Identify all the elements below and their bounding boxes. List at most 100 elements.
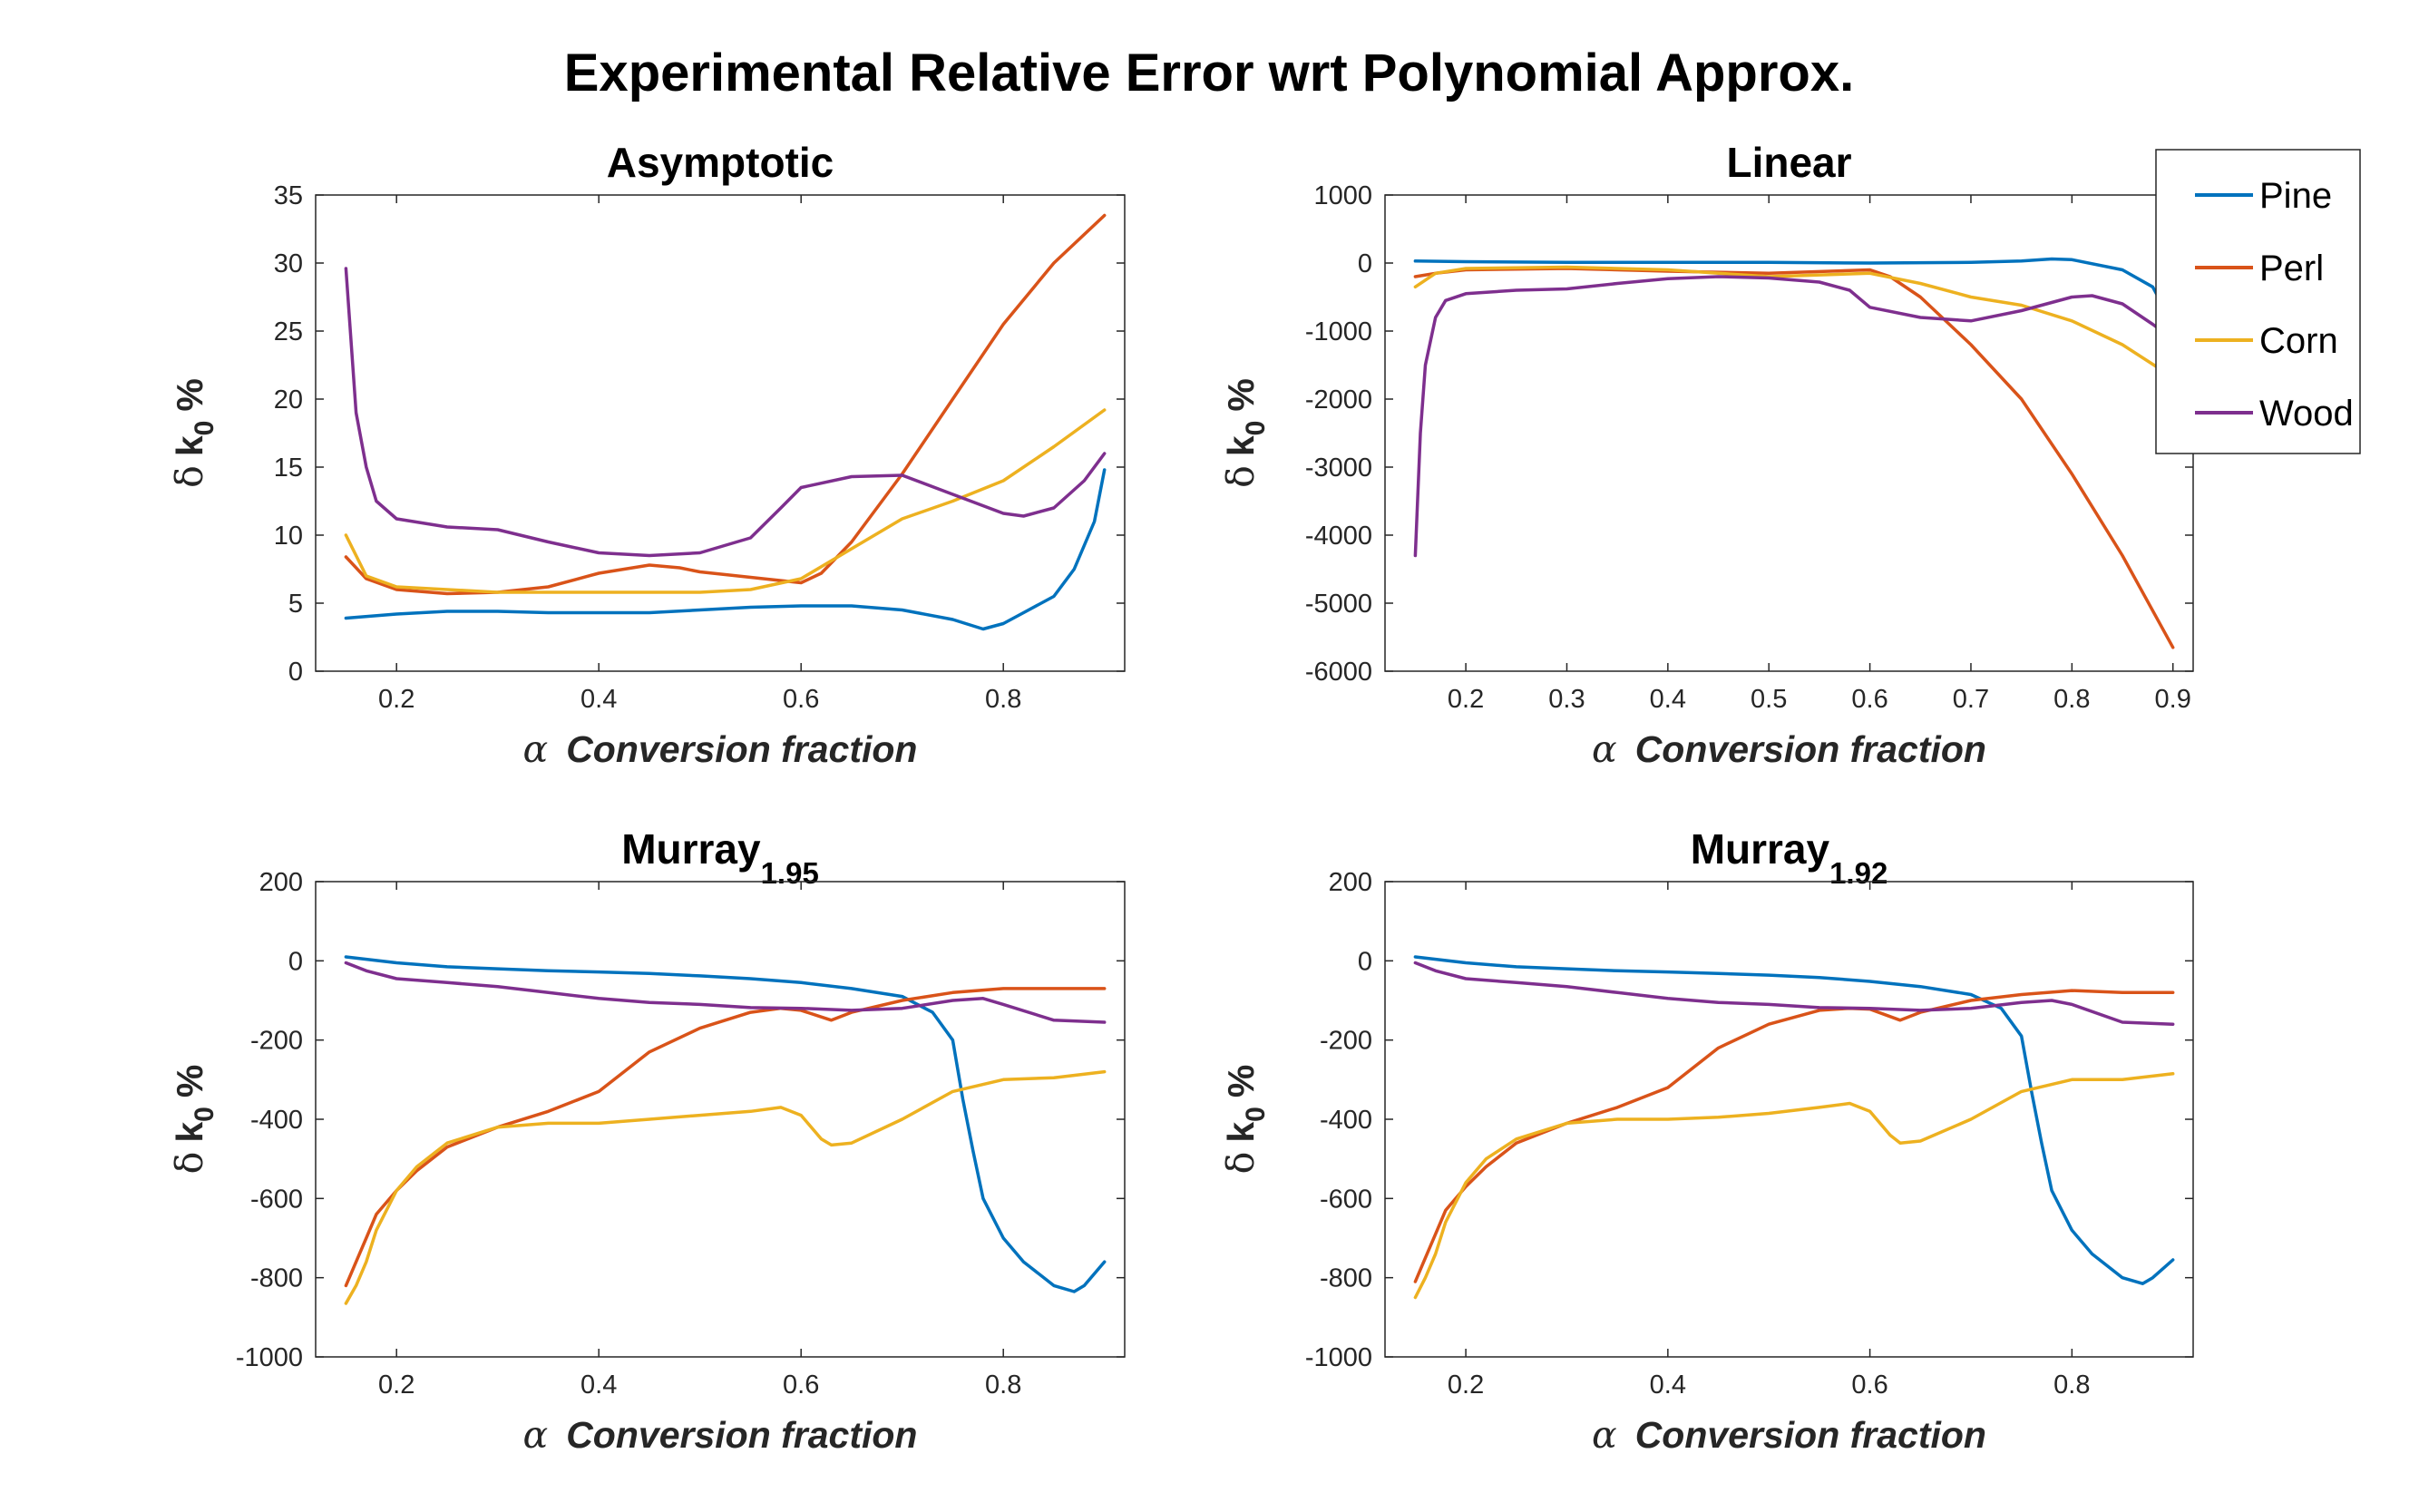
y-tick-label: 0 <box>288 658 303 687</box>
figure-suptitle: Experimental Relative Error wrt Polynomi… <box>564 44 1854 102</box>
x-axis-text: Conversion fraction <box>1635 1414 1986 1456</box>
y-tick-label: 35 <box>274 181 303 210</box>
x-axis-symbol: α <box>1592 727 1617 771</box>
series-line-pine <box>344 468 1107 631</box>
x-tick-label: 0.4 <box>1650 685 1686 714</box>
x-tick-label: 0.6 <box>1851 685 1887 714</box>
series-line-perl <box>1413 267 2175 649</box>
x-tick-label: 0.6 <box>1851 1371 1887 1400</box>
series-line-corn <box>344 408 1107 594</box>
y-axis-symbol: δ <box>168 465 211 488</box>
series-line-pine <box>1413 257 2175 327</box>
panel-3: Murray1.95 0.2 0.4 0.6 0.8 -1000 -800 -600 -400 -… <box>168 825 1126 1457</box>
x-axis-symbol: α <box>1592 1413 1617 1457</box>
x-axis-text: Conversion fraction <box>566 1414 917 1456</box>
y-tick-label: -800 <box>1320 1264 1372 1293</box>
y-tick-label: 25 <box>274 317 303 346</box>
y-tick-label: 20 <box>274 385 303 415</box>
axes-box <box>1384 881 2194 1358</box>
x-tick-label: 0.8 <box>985 1371 1021 1400</box>
y-tick-label: -1000 <box>1305 317 1372 346</box>
series-line-corn <box>1413 1072 2175 1300</box>
x-axis-text: Conversion fraction <box>1635 728 1986 770</box>
series-line-corn <box>1413 265 2175 379</box>
legend-label-pine: Pine <box>2259 176 2332 216</box>
panel-4: Murray1.92 0.2 0.4 0.6 0.8 -1000 -800 -600 -400 -… <box>1219 825 2194 1457</box>
y-tick-label: 0 <box>1358 947 1372 976</box>
y-axis-label: δk0% <box>168 1065 219 1175</box>
y-axis-symbol: δ <box>168 1152 211 1175</box>
y-tick-label: 10 <box>274 522 303 551</box>
y-tick-label: -400 <box>1320 1106 1372 1135</box>
panel-2: Linear 0.2 0.3 0.4 0.5 0.6 0.7 0.8 0.9 -6000 -5000… <box>1219 139 2194 771</box>
y-tick-label: -600 <box>250 1185 303 1214</box>
panel-title: Murray1.92 <box>1691 825 1888 890</box>
x-tick-label: 0.6 <box>783 685 819 714</box>
series-line-pine <box>1413 955 2175 1285</box>
y-tick-label: 200 <box>259 868 303 897</box>
y-axis-label: δk0% <box>1219 1065 1271 1175</box>
y-tick-label: -800 <box>250 1264 303 1293</box>
x-tick-label: 0.7 <box>1953 685 1989 714</box>
x-axis-text: Conversion fraction <box>566 728 917 770</box>
x-tick-label: 0.2 <box>378 1371 415 1400</box>
y-axis-symbol: δ <box>1219 1152 1263 1175</box>
x-tick-label: 0.8 <box>2053 1371 2090 1400</box>
y-tick-label: 0 <box>1358 249 1372 278</box>
x-axis-symbol: α <box>523 1413 549 1457</box>
y-axis-k: k <box>1220 435 1262 456</box>
y-tick-label: -1000 <box>236 1343 303 1372</box>
y-tick-label: -400 <box>250 1106 303 1135</box>
panel-title-main: Linear <box>1726 139 1851 186</box>
y-axis-unit: % <box>1220 1065 1262 1097</box>
axes-box <box>315 194 1126 672</box>
y-axis-k: k <box>1220 1122 1262 1143</box>
y-tick-label: -200 <box>250 1027 303 1056</box>
panels: Asymptotic 0.2 0.4 0.6 0.8 0 5 10 15 20 25 30 35 α Con… <box>168 139 2194 1457</box>
y-tick-label: -200 <box>1320 1027 1372 1056</box>
panel-title-subscript: 1.95 <box>761 856 819 890</box>
panel-title: Murray1.95 <box>621 825 819 890</box>
panel-title: Linear <box>1726 139 1851 186</box>
y-tick-label: 200 <box>1329 868 1372 897</box>
y-tick-label: -6000 <box>1305 658 1372 687</box>
panel-title-subscript: 1.92 <box>1829 856 1887 890</box>
y-tick-label: -4000 <box>1305 522 1372 551</box>
y-tick-label: -600 <box>1320 1185 1372 1214</box>
x-tick-label: 0.2 <box>1448 685 1484 714</box>
x-tick-label: 0.3 <box>1548 685 1585 714</box>
panel-title-main: Asymptotic <box>607 139 834 186</box>
y-tick-label: 0 <box>288 947 303 976</box>
y-axis-unit: % <box>169 378 210 411</box>
legend: Pine Perl Corn Wood <box>2155 149 2361 454</box>
x-axis-label: α Conversion fraction <box>523 727 918 771</box>
x-tick-label: 0.6 <box>783 1371 819 1400</box>
y-tick-label: -2000 <box>1305 385 1372 415</box>
series-line-wood <box>1413 961 2175 1026</box>
series-line-wood <box>344 267 1107 558</box>
x-tick-label: 0.9 <box>2155 685 2191 714</box>
x-axis-label: α Conversion fraction <box>523 1413 918 1457</box>
y-tick-label: 5 <box>288 590 303 619</box>
axes-box <box>315 881 1126 1358</box>
x-tick-label: 0.8 <box>985 685 1021 714</box>
y-axis-unit: % <box>169 1065 210 1097</box>
panel-title-main: Murray <box>1691 825 1830 873</box>
series-line-perl <box>344 987 1107 1288</box>
y-tick-label: -1000 <box>1305 1343 1372 1372</box>
panel-title-main: Murray <box>621 825 761 873</box>
x-axis-label: α Conversion fraction <box>1592 1413 1986 1457</box>
x-tick-label: 0.5 <box>1751 685 1787 714</box>
x-tick-label: 0.2 <box>1448 1371 1484 1400</box>
y-axis-subscript: 0 <box>190 1107 219 1122</box>
series-line-wood <box>1413 275 2175 558</box>
x-tick-label: 0.8 <box>2053 685 2090 714</box>
panel-title: Asymptotic <box>607 139 834 186</box>
y-tick-label: 30 <box>274 249 303 278</box>
y-tick-label: 1000 <box>1313 181 1372 210</box>
x-tick-label: 0.4 <box>1650 1371 1686 1400</box>
x-tick-label: 0.4 <box>580 1371 617 1400</box>
x-tick-label: 0.2 <box>378 685 415 714</box>
y-axis-symbol: δ <box>1219 465 1263 488</box>
